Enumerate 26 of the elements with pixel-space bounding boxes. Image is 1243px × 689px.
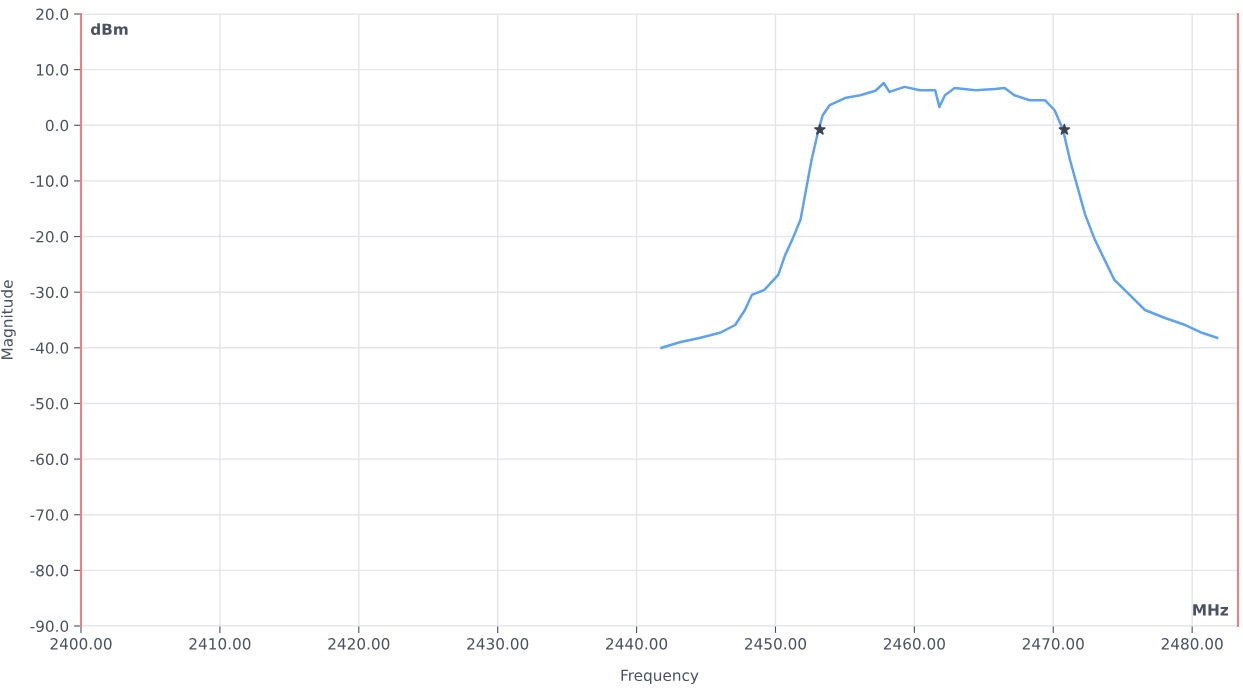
- x-tick-label: 2400.00: [50, 638, 112, 650]
- y-tick-label: 0.0: [45, 119, 69, 132]
- x-tick-label: 2450.00: [745, 638, 807, 650]
- x-tick-label: 2440.00: [606, 638, 668, 650]
- annotation: dBm: [90, 23, 128, 36]
- annotation: MHz: [1193, 604, 1229, 616]
- y-tick-label: -90.0: [30, 620, 69, 633]
- y-tick-label: -80.0: [30, 564, 69, 577]
- y-tick-label: -10.0: [30, 175, 69, 187]
- x-tick-label: 2460.00: [883, 638, 945, 650]
- x-tick-label: 2410.00: [189, 638, 251, 650]
- y-tick-label: -20.0: [30, 231, 69, 243]
- x-tick-label: 2480.00: [1161, 638, 1223, 650]
- x-tick-label: 2470.00: [1022, 638, 1084, 650]
- x-tick-label: 2430.00: [467, 638, 529, 650]
- y-tick-label: -30.0: [30, 286, 69, 299]
- y-tick-label: -50.0: [30, 397, 69, 410]
- y-axis-title: Magnitude: [0, 280, 16, 359]
- y-tick-label: 10.0: [36, 64, 69, 76]
- y-tick-label: 20.0: [36, 8, 69, 21]
- y-tick-label: -60.0: [30, 453, 69, 466]
- y-tick-label: -40.0: [30, 342, 69, 354]
- line-series: [660, 81, 1219, 350]
- y-tick-label: -70.0: [30, 509, 69, 521]
- x-tick-label: 2420.00: [328, 638, 390, 650]
- x-axis-title: Frequency: [621, 669, 699, 685]
